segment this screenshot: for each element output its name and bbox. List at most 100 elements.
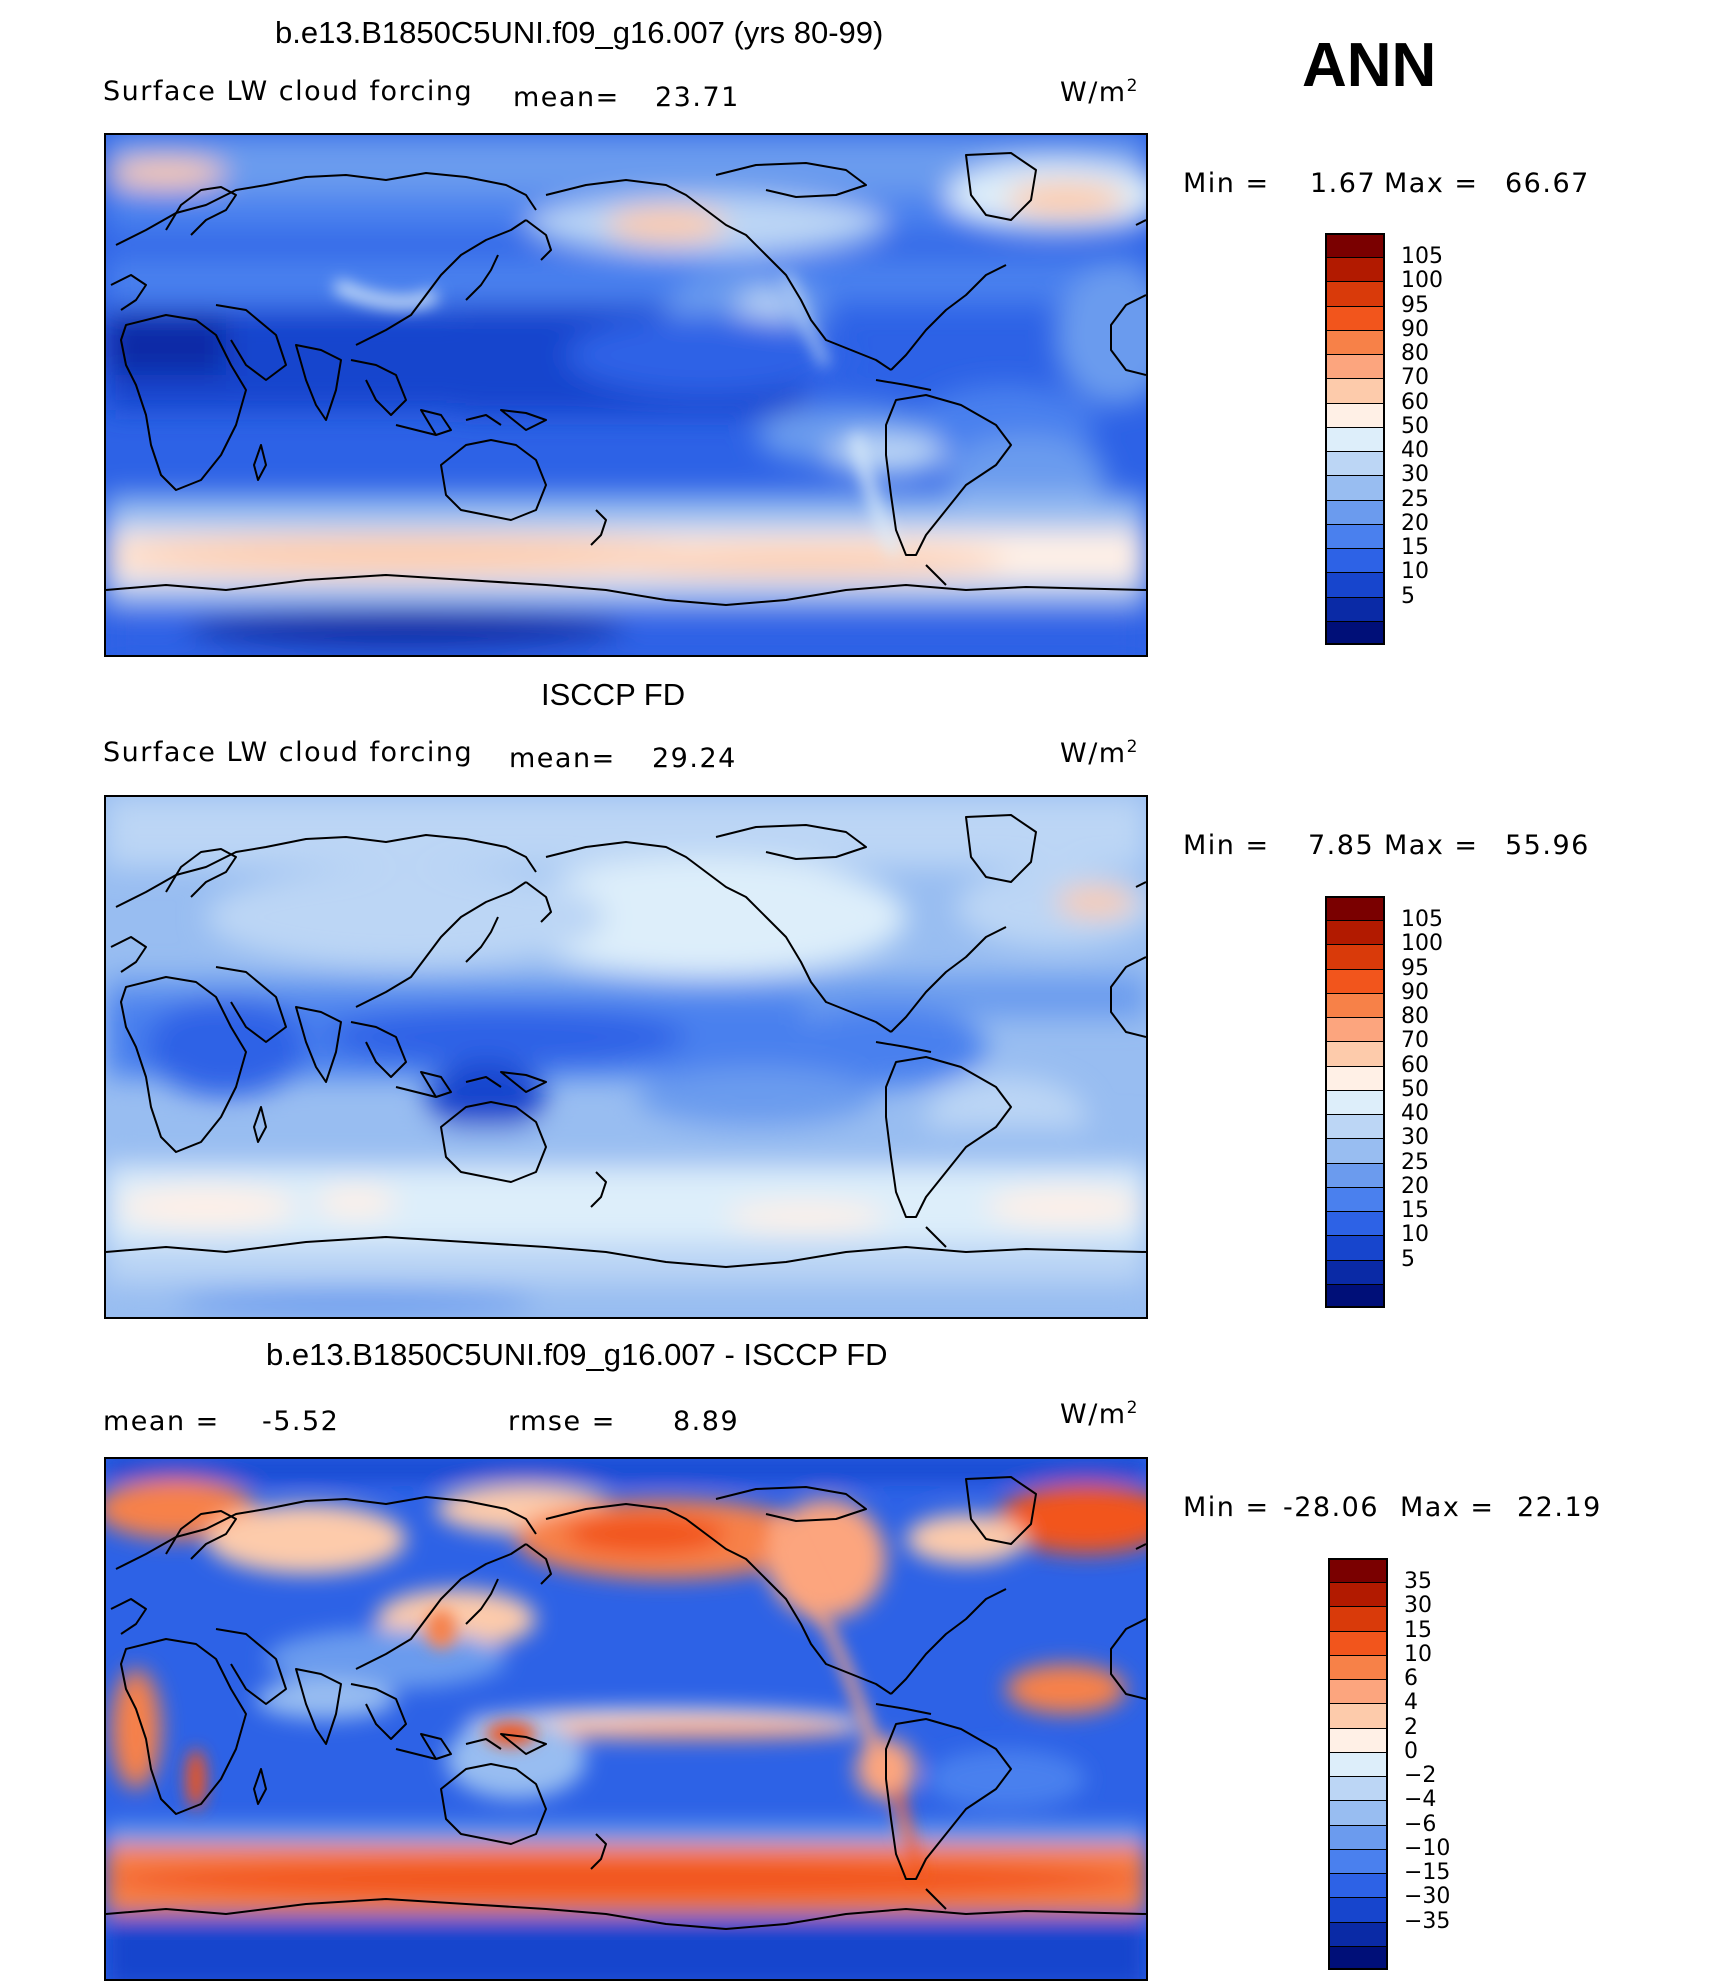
panel-diff-title: b.e13.B1850C5UNI.f09_g16.007 - ISCCP FD: [266, 1337, 888, 1372]
colorbar-tick-label: 0: [1404, 1738, 1418, 1764]
colorbar-tick-label: 70: [1401, 365, 1429, 391]
colorbar-cell: [1328, 1703, 1388, 1728]
colorbar-tick-label: 30: [1401, 1125, 1429, 1151]
colorbar-tick-label: 20: [1401, 1173, 1429, 1199]
colorbar-tick-label: 40: [1401, 1101, 1429, 1127]
colorbar-cell: [1325, 402, 1385, 427]
colorbar-tick-label: 6: [1404, 1666, 1418, 1692]
panel-obs-mean-label: mean=: [509, 743, 616, 774]
colorbar-cell: [1328, 1630, 1388, 1655]
colorbar-cell: [1325, 1017, 1385, 1042]
panel-obs-units: W/m2: [1060, 737, 1139, 769]
colorbar-cell: [1325, 378, 1385, 403]
colorbar-tick-label: 70: [1401, 1028, 1429, 1054]
colorbar-tick-label: 90: [1401, 316, 1429, 342]
panel-model-min-label: Min =: [1183, 168, 1270, 199]
colorbar-cell: [1328, 1848, 1388, 1874]
colorbar-cell: [1325, 305, 1385, 330]
panel-model-max-label: Max =: [1384, 168, 1479, 199]
colorbar-tick-label: 50: [1401, 1076, 1429, 1102]
panel-obs-max-label: Max =: [1384, 830, 1479, 861]
colorbar-tick-label: 100: [1401, 268, 1443, 294]
colorbar-frame: [1325, 896, 1385, 1308]
colorbar-tick-label: 30: [1401, 462, 1429, 488]
colorbar-cell: [1325, 920, 1385, 945]
colorbar-cell: [1328, 1921, 1388, 1946]
colorbar-tick-label: −2: [1404, 1763, 1437, 1789]
panel-diff-min-value: -28.06: [1283, 1492, 1380, 1523]
colorbar-tick-label: 15: [1401, 1198, 1429, 1224]
panel-obs-field-label: Surface LW cloud forcing: [103, 737, 474, 768]
colorbar-cell: [1328, 1751, 1388, 1777]
colorbar-cell: [1325, 1041, 1385, 1066]
colorbar-cell: [1325, 1089, 1385, 1115]
panel-model-mean-value: 23.71: [655, 82, 740, 113]
colorbar-cell: [1328, 1873, 1388, 1898]
colorbar-tick-label: 5: [1401, 1246, 1415, 1272]
colorbar-cell: [1325, 572, 1385, 597]
panel-diff-units: W/m2: [1060, 1398, 1139, 1430]
panel-diff-max-label: Max =: [1400, 1492, 1495, 1523]
colorbar-tick-label: −35: [1404, 1908, 1451, 1934]
colorbar-cell: [1325, 475, 1385, 500]
colorbar-cell: [1325, 548, 1385, 573]
colorbar-tick-label: 50: [1401, 413, 1429, 439]
colorbar-cell: [1325, 596, 1385, 621]
colorbar-cell: [1325, 233, 1385, 258]
colorbar-tick-label: 30: [1404, 1593, 1432, 1619]
panel-diff-colorbar: 35 30 15 10 6 4 2 0 −2 −4 −6 −10 −15 −30 −35: [1328, 1558, 1528, 1970]
colorbar-tick-label: −4: [1404, 1787, 1437, 1813]
panel-obs-map: [104, 795, 1148, 1319]
colorbar-cell: [1325, 620, 1385, 645]
panel-obs-colorbar: 105 100 95 90 80 70 60 50 40 30 25 20 15 10 5: [1325, 896, 1525, 1308]
panel-diff-min-label: Min =: [1183, 1492, 1270, 1523]
colorbar-tick-label: 5: [1401, 583, 1415, 609]
colorbar-cell: [1325, 1065, 1385, 1090]
colorbar-tick-label: 10: [1404, 1641, 1432, 1667]
panel-model-units: W/m2: [1060, 76, 1139, 108]
colorbar-cell: [1328, 1654, 1388, 1680]
colorbar-cell: [1328, 1558, 1388, 1583]
colorbar-tick-label: 10: [1401, 1222, 1429, 1248]
colorbar-cell: [1325, 1162, 1385, 1187]
colorbar-cell: [1325, 1259, 1385, 1284]
colorbar-cell: [1325, 1186, 1385, 1212]
colorbar-tick-label: 95: [1401, 955, 1429, 981]
colorbar-tick-label: 25: [1401, 486, 1429, 512]
colorbar-cell: [1328, 1776, 1388, 1801]
panel-model-colorbar: 105 100 95 90 80 70 60 50 40 30 25 20 15 10 5: [1325, 233, 1525, 645]
colorbar-tick-label: 80: [1401, 1004, 1429, 1030]
colorbar-cell: [1325, 1138, 1385, 1163]
season-label: ANN: [1302, 31, 1437, 100]
colorbar-tick-label: 90: [1401, 979, 1429, 1005]
panel-obs-title: ISCCP FD: [541, 677, 686, 712]
panel-model-max-value: 66.67: [1505, 168, 1590, 199]
panel-obs-mean-value: 29.24: [652, 743, 737, 774]
panel-diff-max-value: 22.19: [1517, 1492, 1602, 1523]
colorbar-cell: [1325, 992, 1385, 1018]
colorbar-cell: [1325, 354, 1385, 379]
colorbar-cell: [1325, 968, 1385, 993]
colorbar-cell: [1325, 1283, 1385, 1308]
colorbar-cell: [1325, 281, 1385, 306]
colorbar-tick-label: −30: [1404, 1884, 1451, 1910]
colorbar-cell: [1328, 1727, 1388, 1752]
colorbar-tick-label: 105: [1401, 907, 1443, 933]
colorbar-cell: [1325, 257, 1385, 282]
obs-map-svg: [106, 797, 1146, 1317]
colorbar-frame: [1325, 233, 1385, 645]
panel-diff-rmse-value: 8.89: [673, 1406, 740, 1437]
colorbar-tick-label: 25: [1401, 1149, 1429, 1175]
colorbar-tick-label: 40: [1401, 438, 1429, 464]
colorbar-cell: [1328, 1606, 1388, 1631]
colorbar-cell: [1325, 329, 1385, 355]
colorbar-cell: [1325, 1211, 1385, 1236]
colorbar-tick-label: 35: [1404, 1569, 1432, 1595]
colorbar-cell: [1325, 1114, 1385, 1139]
colorbar-tick-label: 20: [1401, 510, 1429, 536]
colorbar-tick-label: −6: [1404, 1811, 1437, 1837]
colorbar-cell: [1328, 1679, 1388, 1704]
colorbar-tick-label: 2: [1404, 1714, 1418, 1740]
colorbar-frame: [1328, 1558, 1388, 1970]
colorbar-cell: [1328, 1945, 1388, 1970]
